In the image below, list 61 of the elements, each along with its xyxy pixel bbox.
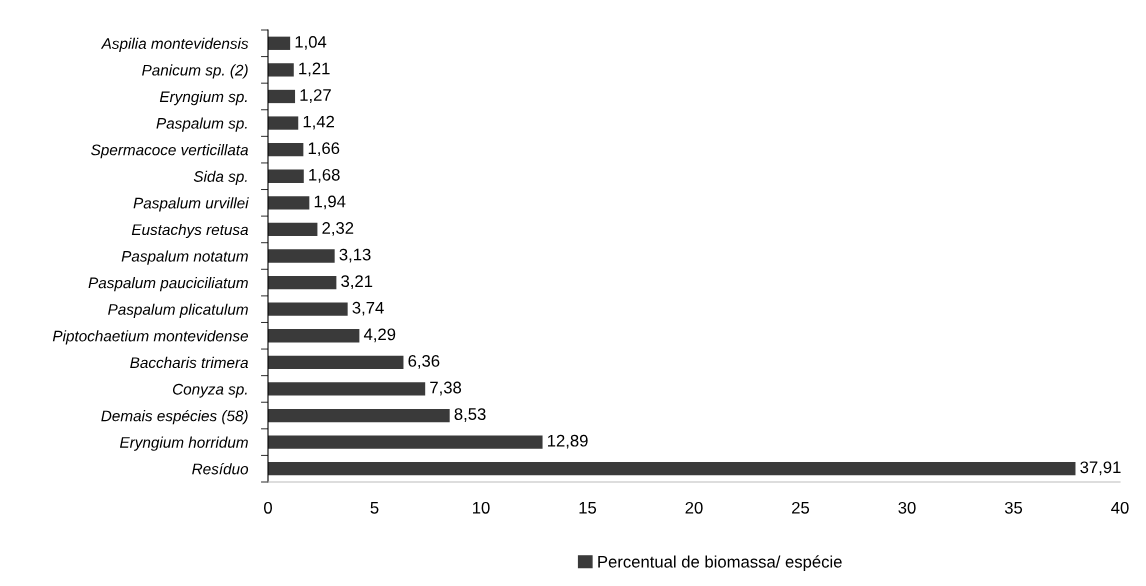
bar	[268, 329, 360, 343]
data-label: 3,74	[352, 301, 384, 316]
bar	[268, 302, 348, 316]
y-tick-label: Spermacoce verticillata	[91, 144, 249, 159]
bar	[268, 222, 318, 237]
bar	[268, 249, 335, 263]
y-tick-label: Demais espécies (58)	[101, 409, 248, 425]
y-tick-label: Conyza sp.	[172, 383, 247, 398]
bar	[268, 89, 296, 104]
data-label: 12,89	[547, 434, 588, 449]
data-label: 1,94	[314, 195, 346, 210]
x-tick-label: 30	[898, 501, 916, 514]
bar	[268, 462, 1076, 476]
y-tick-label: Eustachys retusa	[131, 223, 249, 239]
x-tick-label: 35	[1004, 501, 1023, 514]
bar	[268, 36, 291, 50]
y-tick-label: Resíduo	[192, 462, 249, 475]
y-tick-label: Paspalum plicatulum	[108, 303, 248, 318]
y-tick-label: Piptochaetium montevidense	[52, 330, 248, 345]
y-tick-label: Aspilia montevidensis	[100, 37, 249, 52]
legend-label: Percentual de biomassa/ espécie	[598, 555, 842, 571]
bar	[268, 408, 450, 423]
data-label: 2,32	[322, 222, 354, 236]
bar	[268, 116, 299, 130]
data-label: 1,68	[309, 168, 340, 183]
x-tick-label: 10	[473, 501, 490, 514]
x-tick-label: 20	[685, 501, 703, 514]
bar	[268, 435, 543, 449]
bar	[268, 382, 426, 396]
y-tick-label: Panicum sp. (2)	[142, 64, 248, 79]
data-label: 3,13	[339, 248, 371, 263]
data-label: 4,29	[363, 328, 396, 343]
y-tick-label: Paspalum urvillei	[133, 197, 249, 212]
y-tick-label: Sida sp.	[193, 170, 247, 185]
data-label: 1,42	[303, 115, 335, 130]
y-tick-label: Baccharis trimera	[130, 356, 249, 369]
data-label: 1,27	[300, 89, 331, 103]
data-label: 3,21	[341, 275, 373, 290]
y-tick-label: Eryngium horridum	[119, 436, 248, 451]
data-label: 6,36	[408, 355, 440, 369]
data-label: 8,53	[454, 408, 486, 422]
y-tick-label: Paspalum sp.	[156, 117, 247, 132]
x-tick-label: 15	[579, 502, 597, 514]
y-tick-label: Eryngium sp.	[159, 90, 247, 106]
bar	[268, 196, 310, 210]
y-tick-label: Paspalum pauciciliatum	[88, 277, 248, 292]
y-tick-label: Paspalum notatum	[121, 250, 248, 265]
data-label: 37,91	[1080, 461, 1121, 476]
bar	[268, 143, 304, 157]
x-tick-label: 40	[1111, 501, 1129, 514]
x-tick-label: 0	[264, 501, 272, 514]
bar	[268, 169, 304, 183]
x-tick-label: 25	[792, 501, 810, 514]
x-tick-label: 5	[370, 502, 379, 514]
data-label: 7,38	[430, 381, 462, 396]
data-label: 1,04	[295, 35, 327, 50]
data-label: 1,66	[308, 142, 340, 157]
bar	[268, 355, 404, 369]
bar	[268, 63, 294, 77]
data-label: 1,21	[299, 62, 330, 77]
bar	[268, 275, 337, 290]
